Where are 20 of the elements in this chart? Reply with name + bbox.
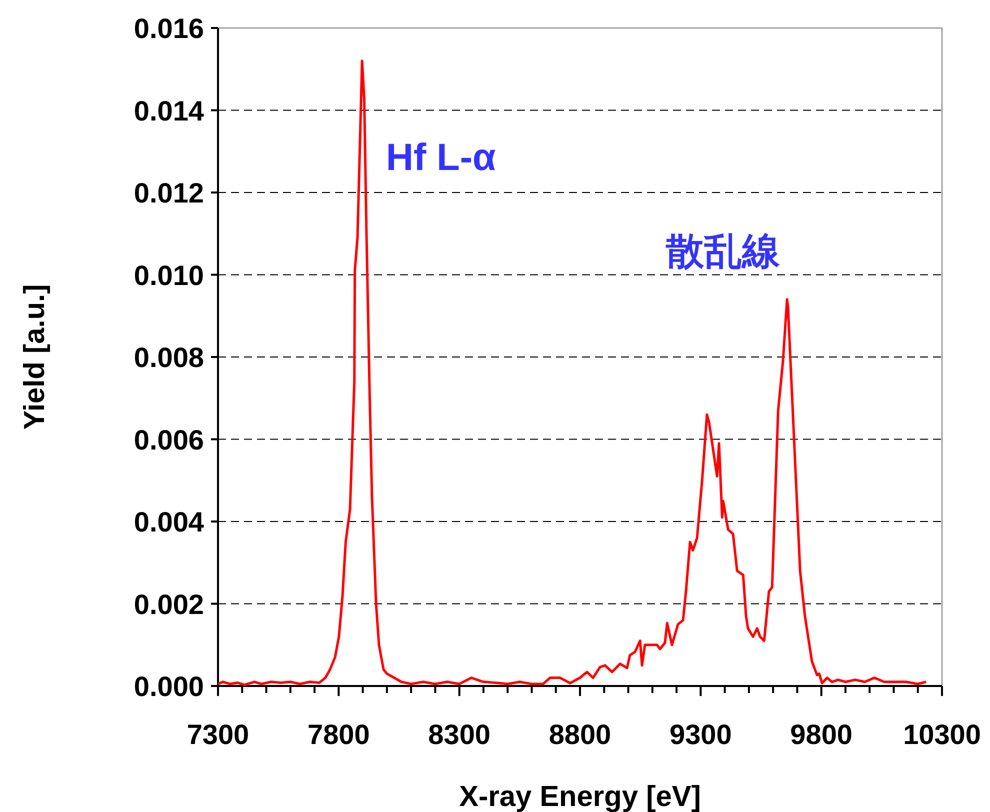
- y-tick-label: 0.000: [134, 671, 204, 702]
- y-tick-label: 0.014: [134, 95, 204, 126]
- y-tick-label: 0.002: [134, 588, 204, 620]
- x-tick-label: 9800: [790, 719, 852, 750]
- x-tick-label: 7300: [186, 719, 250, 750]
- y-axis-title: Yield [a.u.]: [19, 284, 51, 430]
- y-tick-label: 0.010: [134, 260, 204, 291]
- x-axis-title: X-ray Energy [eV]: [459, 781, 701, 812]
- x-tick-label: 8800: [548, 719, 612, 750]
- x-tick-label: 8300: [428, 719, 490, 750]
- x-tick-label: 10300: [903, 719, 981, 750]
- x-tick-label: 9300: [670, 719, 732, 750]
- y-tick-label: 0.012: [134, 178, 204, 208]
- annotation: 散乱線: [665, 231, 781, 273]
- y-tick-label: 0.004: [134, 506, 204, 538]
- y-tick-label: 0.016: [134, 13, 204, 44]
- x-tick-label: 7800: [308, 719, 370, 750]
- y-tick-label: 0.006: [134, 424, 204, 456]
- y-tick-label: 0.008: [134, 342, 204, 373]
- annotation: Hf L-α: [386, 137, 496, 179]
